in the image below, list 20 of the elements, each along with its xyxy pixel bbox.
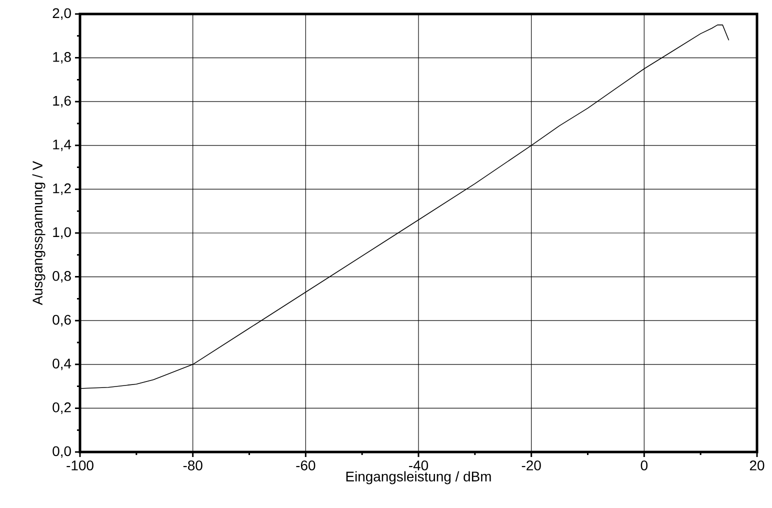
y-tick-label: 0,4: [52, 358, 72, 370]
x-tick-label: -80: [183, 460, 202, 470]
x-tick-label: -20: [522, 460, 541, 470]
y-axis-title: Ausgangsspannung / V: [32, 160, 46, 306]
x-tick-label: -100: [66, 460, 94, 470]
x-tick-label: 20: [750, 460, 764, 470]
y-tick-label: 0,6: [52, 314, 71, 326]
x-axis-title: Eingangsleistung / dBm: [346, 471, 491, 484]
y-tick-label: 0,2: [52, 402, 71, 414]
y-tick-label: 0,0: [52, 446, 71, 458]
y-tick-label: 1,8: [53, 52, 71, 64]
y-tick-label: 1,6: [53, 96, 71, 108]
y-tick-label: 1,0: [53, 227, 71, 239]
y-tick-label: 0,8: [52, 271, 71, 283]
x-tick-label: -60: [296, 460, 316, 470]
y-tick-label: 1,2: [53, 183, 71, 195]
y-tick-label: 2,0: [52, 8, 71, 20]
y-tick-label: 1,4: [53, 140, 72, 152]
x-tick-label: 0: [640, 460, 648, 470]
x-tick-label: -40: [409, 460, 428, 470]
